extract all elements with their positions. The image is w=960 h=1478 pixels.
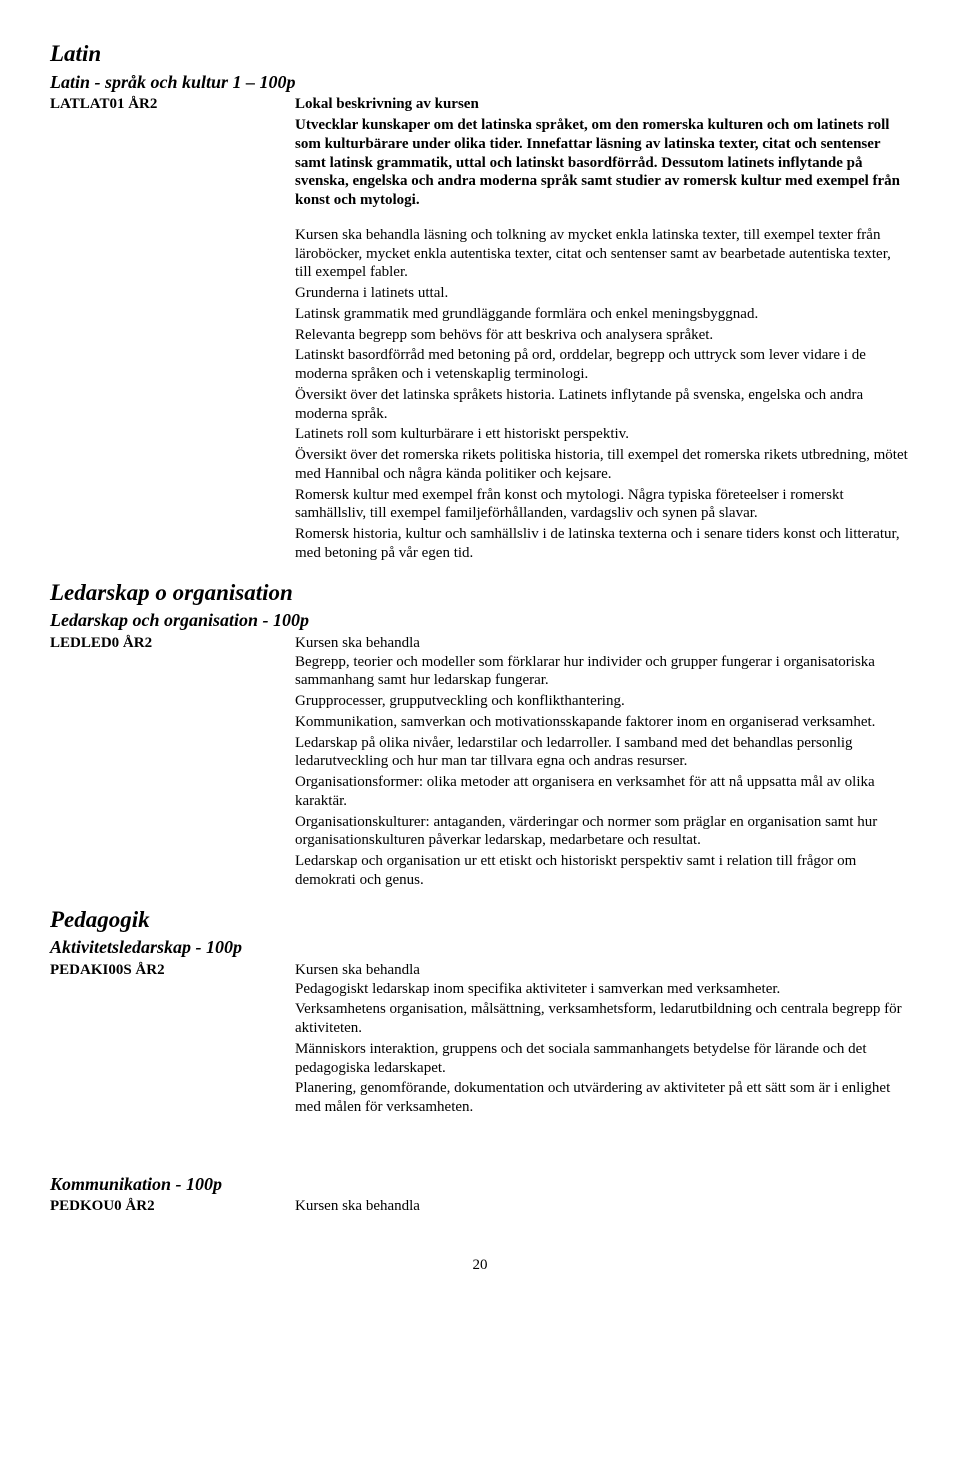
course-row-pedagogik: PEDAKI00S ÅR2 Kursen ska behandla Pedago…	[50, 961, 910, 1119]
heading-ledarskap: Ledarskap o organisation	[50, 579, 910, 608]
course-row-latin: LATLAT01 ÅR2 Lokal beskrivning av kursen…	[50, 95, 910, 564]
body-text: Grupprocesser, grupputveckling och konfl…	[295, 692, 910, 711]
lead-label-kommunikation: Kursen ska behandla	[295, 1198, 420, 1214]
lead-label-pedagogik: Kursen ska behandla	[295, 962, 420, 978]
course-code-pedagogik: PEDAKI00S ÅR2	[50, 961, 295, 980]
body-text: Grunderna i latinets uttal.	[295, 284, 910, 303]
body-text: Pedagogiskt ledarskap inom specifika akt…	[295, 980, 910, 999]
course-body-latin: Lokal beskrivning av kursen Utvecklar ku…	[295, 95, 910, 564]
course-code-latin: LATLAT01 ÅR2	[50, 95, 295, 114]
section-pedagogik: Pedagogik Aktivitetsledarskap - 100p PED…	[50, 906, 910, 1119]
subheading-pedagogik: Aktivitetsledarskap - 100p	[50, 936, 910, 959]
body-text: Ledarskap och organisation ur ett etiskt…	[295, 852, 910, 890]
body-text: Kursen ska behandla läsning och tolkning…	[295, 226, 910, 282]
body-text: Latinskt basordförråd med betoning på or…	[295, 346, 910, 384]
body-text: Människors interaktion, gruppens och det…	[295, 1040, 910, 1078]
lead-label-ledarskap: Kursen ska behandla	[295, 635, 420, 651]
body-text: Relevanta begrepp som behövs för att bes…	[295, 326, 910, 345]
course-body-pedagogik: Kursen ska behandla Pedagogiskt ledarska…	[295, 961, 910, 1119]
body-text: Latinets roll som kulturbärare i ett his…	[295, 425, 910, 444]
course-body-kommunikation: Kursen ska behandla	[295, 1197, 910, 1216]
body-text: Organisationsformer: olika metoder att o…	[295, 773, 910, 811]
course-row-ledarskap: LEDLED0 ÅR2 Kursen ska behandla Begrepp,…	[50, 634, 910, 892]
course-row-kommunikation: PEDKOU0 ÅR2 Kursen ska behandla	[50, 1197, 910, 1216]
subheading-kommunikation: Kommunikation - 100p	[50, 1173, 910, 1196]
body-text: Verksamhetens organisation, målsättning,…	[295, 1000, 910, 1038]
body-text: Planering, genomförande, dokumentation o…	[295, 1079, 910, 1117]
heading-latin: Latin	[50, 40, 910, 69]
section-ledarskap: Ledarskap o organisation Ledarskap och o…	[50, 579, 910, 892]
page-number: 20	[50, 1256, 910, 1275]
section-kommunikation: Kommunikation - 100p PEDKOU0 ÅR2 Kursen …	[50, 1173, 910, 1216]
lead-label-latin: Lokal beskrivning av kursen	[295, 95, 910, 114]
section-latin: Latin Latin - språk och kultur 1 – 100p …	[50, 40, 910, 565]
body-text: Översikt över det latinska språkets hist…	[295, 386, 910, 424]
body-text: Översikt över det romerska rikets politi…	[295, 446, 910, 484]
subheading-ledarskap: Ledarskap och organisation - 100p	[50, 609, 910, 632]
body-text: Organisationskulturer: antaganden, värde…	[295, 813, 910, 851]
subheading-latin: Latin - språk och kultur 1 – 100p	[50, 71, 910, 94]
body-text: Begrepp, teorier och modeller som förkla…	[295, 653, 910, 691]
body-text: Romersk historia, kultur och samhällsliv…	[295, 525, 910, 563]
course-code-ledarskap: LEDLED0 ÅR2	[50, 634, 295, 653]
heading-pedagogik: Pedagogik	[50, 906, 910, 935]
body-text: Romersk kultur med exempel från konst oc…	[295, 486, 910, 524]
body-text: Kommunikation, samverkan och motivations…	[295, 713, 910, 732]
course-code-kommunikation: PEDKOU0 ÅR2	[50, 1197, 295, 1216]
body-text: Latinsk grammatik med grundläggande form…	[295, 305, 910, 324]
course-body-ledarskap: Kursen ska behandla Begrepp, teorier och…	[295, 634, 910, 892]
body-text: Ledarskap på olika nivåer, ledarstilar o…	[295, 734, 910, 772]
lead-body-latin: Utvecklar kunskaper om det latinska språ…	[295, 116, 910, 210]
